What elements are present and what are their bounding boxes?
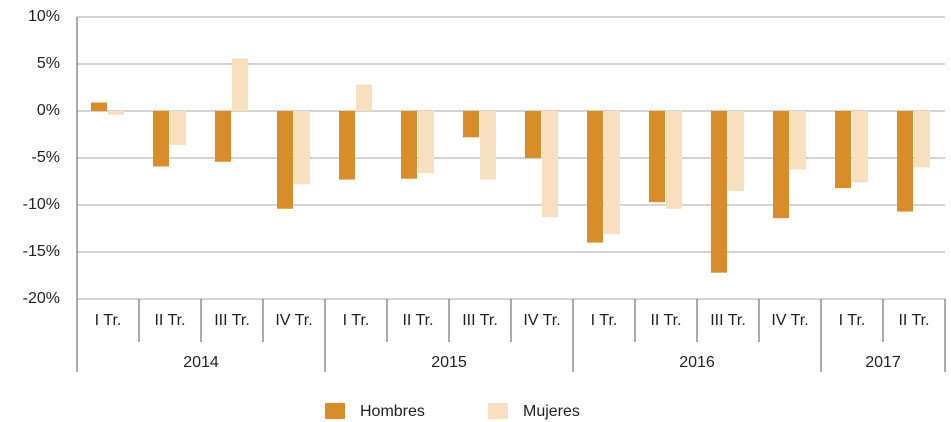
bar [339,111,355,180]
bar [897,111,913,212]
legend-label: Mujeres [523,403,580,420]
legend-swatch [325,403,345,419]
x-tick-label: IV Tr. [275,312,312,329]
bar [835,111,851,189]
bar [649,111,665,203]
y-tick-label: 0% [37,102,60,119]
x-tick-label: III Tr. [462,312,498,329]
bar [232,58,248,111]
bar [277,111,293,209]
legend-swatch [488,403,508,419]
bar [215,111,231,162]
x-tick-label: IV Tr. [771,312,808,329]
bar [463,111,479,138]
bar [401,111,417,179]
x-tick-label: II Tr. [898,312,929,329]
x-tick-label: II Tr. [154,312,185,329]
bar [587,111,603,243]
x-tick-label: I Tr. [839,312,866,329]
bar [91,102,107,111]
bar [525,111,541,158]
group-label: 2015 [431,354,467,371]
x-tick-label: I Tr. [95,312,122,329]
x-tick-label: IV Tr. [523,312,560,329]
bar [170,111,186,145]
bar [153,111,169,167]
bar [294,111,310,185]
bar [790,111,806,170]
x-tick-label: I Tr. [343,312,370,329]
bar [108,111,124,115]
bar [711,111,727,273]
bar [666,111,682,209]
bar [914,111,930,168]
x-tick-label: I Tr. [591,312,618,329]
bar [356,84,372,111]
x-tick-label: II Tr. [650,312,681,329]
group-label: 2017 [865,354,901,371]
x-tick-label: II Tr. [402,312,433,329]
legend-label: Hombres [360,403,425,420]
y-tick-label: -15% [23,243,60,260]
bar [728,111,744,191]
group-label: 2016 [679,354,715,371]
y-tick-label: -20% [23,290,60,307]
bar [542,111,558,218]
y-tick-label: 10% [28,8,60,25]
bar [418,111,434,174]
y-tick-label: -10% [23,196,60,213]
x-tick-label: III Tr. [214,312,250,329]
bar [480,111,496,180]
group-label: 2014 [183,354,219,371]
bar [604,111,620,235]
bar [773,111,789,219]
y-tick-label: -5% [32,149,60,166]
bar [852,111,868,183]
y-tick-label: 5% [37,55,60,72]
x-tick-label: III Tr. [710,312,746,329]
